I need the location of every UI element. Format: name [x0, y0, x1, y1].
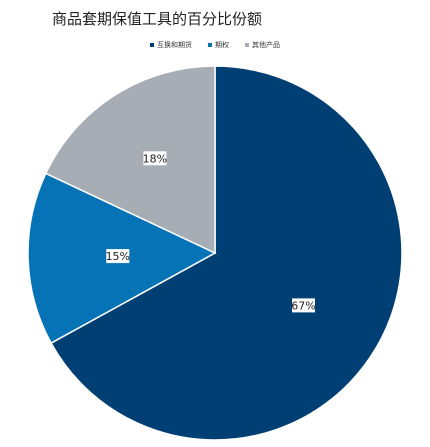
legend-label: 其他产品 — [252, 41, 280, 49]
legend-label: 互换和期货 — [157, 41, 192, 49]
pie-labels: 67% 15% 18% — [106, 151, 316, 313]
legend-swatch — [208, 43, 212, 47]
pie-slices — [27, 65, 403, 441]
legend-swatch — [150, 43, 154, 47]
data-label-background — [143, 151, 167, 166]
data-label: 67% — [291, 299, 315, 312]
legend-swatch — [245, 43, 249, 47]
legend-label: 期权 — [215, 41, 229, 49]
pie-slice — [44, 65, 216, 255]
legend-item: 互换和期货 — [150, 40, 192, 50]
pie-slice — [50, 65, 403, 441]
data-label: 18% — [143, 152, 167, 165]
legend: 互换和期货 期权 其他产品 — [0, 40, 430, 50]
data-label: 15% — [106, 250, 130, 263]
chart-title: 商品套期保值工具的百分比份额 — [52, 10, 263, 28]
data-label-background — [106, 249, 130, 264]
legend-item: 期权 — [208, 40, 229, 50]
data-label-background — [292, 298, 315, 313]
legend-item: 其他产品 — [245, 40, 280, 50]
